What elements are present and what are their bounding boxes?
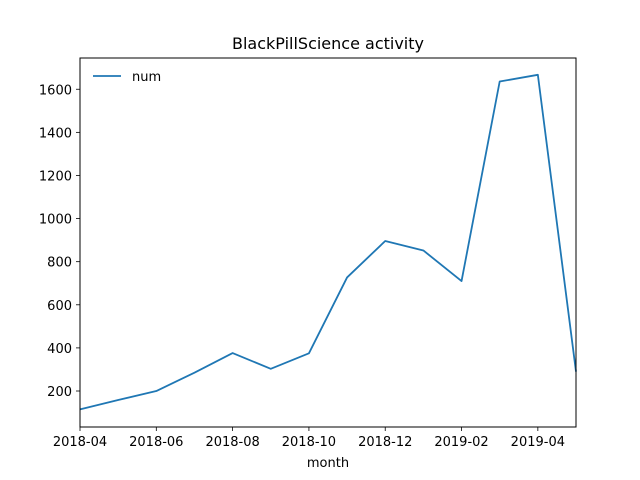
x-tick-label: 2018-12 <box>358 435 412 450</box>
x-tick-label: 2018-10 <box>282 435 336 450</box>
x-tick-label: 2019-04 <box>511 435 565 450</box>
x-tick-label: 2018-06 <box>129 435 183 450</box>
y-tick-label: 1200 <box>39 169 72 184</box>
chart-title: BlackPillScience activity <box>232 34 424 53</box>
y-tick-label: 200 <box>47 385 72 400</box>
series-line-num <box>79 73 577 411</box>
y-tick-label: 1600 <box>39 83 72 98</box>
y-tick-label: 1000 <box>39 213 72 228</box>
y-tick-label: 600 <box>47 299 72 314</box>
legend-label-num: num <box>132 70 161 85</box>
y-tick-label: 1400 <box>39 126 72 141</box>
y-tick-label: 800 <box>47 256 72 271</box>
x-tick-label: 2019-02 <box>434 435 488 450</box>
legend: num <box>93 70 161 85</box>
axes-frame <box>79 57 577 428</box>
y-tick-label: 400 <box>47 342 72 357</box>
x-axis-label: month <box>307 456 349 471</box>
plot-area <box>79 73 577 411</box>
x-tick-label: 2018-08 <box>205 435 259 450</box>
y-axis: 200 400 600 800 1000 1200 1400 1600 <box>39 83 80 400</box>
x-axis: 2018-04 2018-06 2018-08 2018-10 2018-12 2019-… <box>53 427 565 450</box>
x-tick-label: 2018-04 <box>53 435 107 450</box>
